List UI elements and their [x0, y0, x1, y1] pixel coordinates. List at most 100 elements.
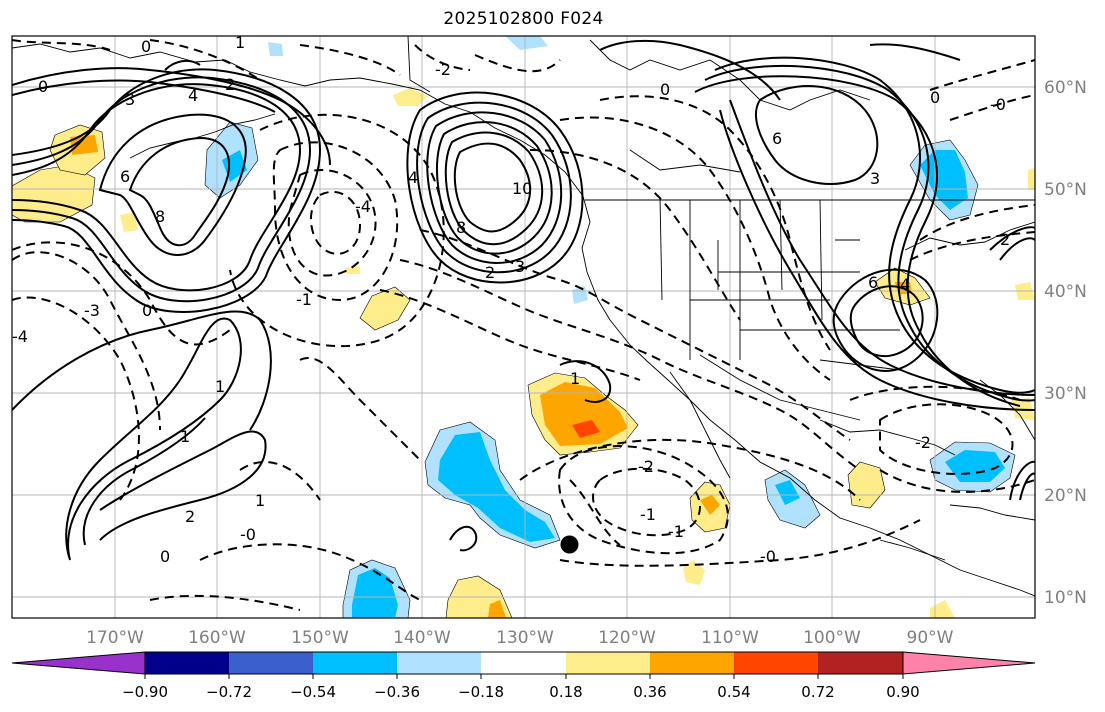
- contour-label: 2: [225, 75, 235, 94]
- colorbar-segment: [566, 652, 650, 674]
- colorbar-segment: [481, 652, 566, 674]
- contour-label: -0: [990, 95, 1006, 114]
- contour-label: 1: [180, 427, 190, 446]
- lon-axis: 170°W 160°W 150°W 140°W 130°W 120°W 110°…: [86, 628, 954, 648]
- colorbar-label: 0.90: [886, 683, 919, 701]
- contour-label: -3: [84, 301, 100, 320]
- colorbar-segment: [145, 652, 229, 674]
- contour-label: 4: [900, 275, 910, 294]
- shade-negative-strong: [438, 432, 555, 542]
- lon-tick-label: 130°W: [496, 628, 554, 648]
- lat-tick-label: 50°N: [1044, 180, 1087, 200]
- lon-tick-label: 170°W: [86, 628, 144, 648]
- contour-label: 6: [772, 129, 782, 148]
- shade-negative-strong: [945, 450, 1005, 482]
- lat-tick-label: 30°N: [1044, 384, 1087, 404]
- lat-tick-label: 40°N: [1044, 282, 1087, 302]
- shade-positive-strong: [488, 600, 506, 618]
- colorbar-segment: [229, 652, 313, 674]
- contour-label: 0: [142, 301, 152, 320]
- contour-label: 2: [185, 507, 195, 526]
- contour-label: 3: [515, 257, 525, 276]
- colorbar-label: 0.72: [801, 683, 834, 701]
- contour-label: 0: [660, 80, 670, 99]
- contour-label: 4: [408, 168, 418, 187]
- lon-tick-label: 90°W: [907, 628, 954, 648]
- contour-label: 2: [1000, 230, 1010, 249]
- shade-positive: [345, 266, 360, 274]
- shade-positive-strong: [540, 382, 628, 446]
- contour-label: -2: [435, 60, 451, 79]
- shade-positive-strong: [70, 135, 98, 155]
- contour-label: 1: [255, 491, 265, 510]
- shade-negative-strong: [775, 480, 800, 505]
- colorbar-label: −0.72: [206, 683, 252, 701]
- contour-label: 3: [870, 169, 880, 188]
- shade-negative: [572, 286, 588, 304]
- lon-tick-label: 100°W: [803, 628, 861, 648]
- contour-label: 8: [456, 218, 466, 237]
- contour-label: 6: [120, 167, 130, 186]
- contour-label: 8: [155, 207, 165, 226]
- contour-label: -2: [915, 433, 931, 452]
- colorbar-label: 0.54: [717, 683, 750, 701]
- shade-positive: [683, 560, 705, 585]
- contour-label: -1: [640, 505, 656, 524]
- shade-negative-strong: [352, 568, 398, 618]
- lon-tick-label: 150°W: [291, 628, 349, 648]
- colorbar-label: −0.18: [458, 683, 504, 701]
- colorbar-segment: [313, 652, 397, 674]
- solid-contours: [12, 39, 1035, 561]
- colorbar-extend-max: [902, 651, 1036, 675]
- colorbar-segment: [397, 652, 481, 674]
- lat-axis: 60°N 50°N 40°N 30°N 20°N 10°N: [1044, 78, 1087, 608]
- contour-label: 1: [215, 377, 225, 396]
- colorbar: −0.90 −0.72 −0.54 −0.36 −0.18 0.18 0.36 …: [11, 651, 1036, 701]
- contour-label: 0: [930, 88, 940, 107]
- contour-label: 1: [235, 33, 245, 52]
- contour-label: -0: [760, 547, 776, 566]
- shade-positive: [120, 212, 138, 232]
- colorbar-label: −0.36: [374, 683, 420, 701]
- map-frame: [11, 35, 1036, 619]
- contour-label: -4: [12, 327, 28, 346]
- shade-negative: [268, 42, 283, 56]
- lon-tick-label: 160°W: [188, 628, 246, 648]
- contour-label: -4: [355, 197, 371, 216]
- lon-tick-label: 120°W: [598, 628, 656, 648]
- contour-label: 10: [512, 179, 532, 198]
- colorbar-segment: [734, 652, 818, 674]
- lon-tick-label: 110°W: [701, 628, 759, 648]
- lat-tick-label: 60°N: [1044, 78, 1087, 98]
- contour-label: 0: [141, 37, 151, 56]
- contour-label: 0: [160, 547, 170, 566]
- map-title: 2025102800 F024: [443, 9, 604, 29]
- shade-positive-max: [572, 420, 600, 438]
- shade-negative: [505, 36, 548, 50]
- contour-label: 2: [485, 263, 495, 282]
- lat-tick-label: 20°N: [1044, 486, 1087, 506]
- shade-positive: [393, 88, 428, 106]
- contour-label-group: 0 0 0 0 0 0 1 1 1 1 1 2 2 2 2 3 3 3 4 4 …: [12, 33, 1010, 566]
- colorbar-segment: [818, 652, 903, 674]
- lat-tick-label: 10°N: [1044, 588, 1087, 608]
- lon-tick-label: 140°W: [393, 628, 451, 648]
- contour-label: 3: [125, 90, 135, 109]
- contour-label: 0: [38, 77, 48, 96]
- colorbar-label: 0.18: [549, 683, 582, 701]
- colorbar-ticks: [144, 674, 904, 679]
- contour-label: -1: [296, 290, 312, 309]
- contour-label: 6: [868, 273, 878, 292]
- contour-label: -0: [240, 525, 256, 544]
- colorbar-segment: [650, 652, 734, 674]
- shade-positive: [359, 286, 411, 331]
- contour-label: 4: [188, 86, 198, 105]
- colorbar-outline: [144, 651, 904, 675]
- contour-label: -1: [668, 522, 684, 541]
- shade-positive-strong: [700, 495, 720, 515]
- shade-positive: [930, 600, 955, 618]
- storm-position-marker: [560, 535, 579, 554]
- colorbar-extend-min: [11, 651, 146, 675]
- colorbar-label: −0.90: [122, 683, 168, 701]
